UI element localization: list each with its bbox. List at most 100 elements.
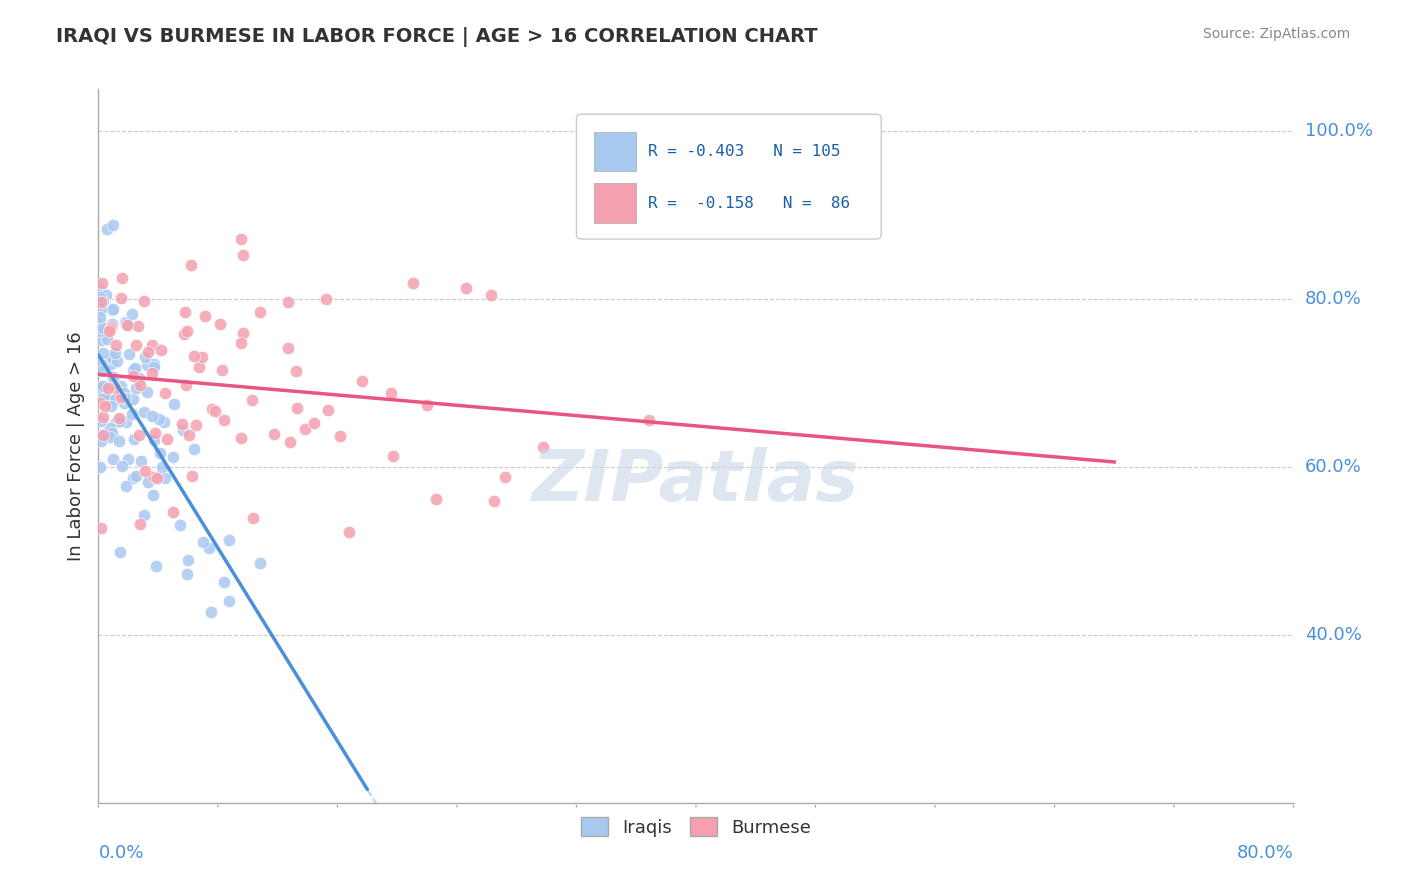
Point: [89, 380, 111, 394]
Point: [136, 344, 159, 359]
Point: [110, 390, 132, 404]
Point: [89, 460, 111, 475]
Point: [121, 307, 143, 321]
Point: [456, 281, 478, 295]
Point: [533, 440, 555, 454]
Point: [150, 460, 173, 475]
Point: [89, 310, 111, 324]
Point: [232, 248, 254, 262]
Point: [101, 301, 124, 316]
Point: [89, 290, 111, 304]
Point: [101, 451, 124, 466]
Point: [90, 414, 112, 428]
Text: 0.0%: 0.0%: [98, 845, 143, 863]
Point: [101, 317, 124, 331]
Point: [278, 434, 301, 449]
Point: [211, 363, 233, 377]
Point: [94, 381, 117, 395]
Point: [155, 386, 177, 401]
Point: [108, 414, 131, 428]
Point: [104, 346, 127, 360]
Point: [177, 553, 200, 567]
Point: [150, 343, 173, 358]
Point: [100, 320, 122, 334]
Point: [125, 338, 148, 352]
Point: [89, 316, 111, 330]
Point: [190, 350, 212, 364]
Point: [111, 459, 134, 474]
Point: [117, 318, 139, 333]
Point: [285, 401, 308, 415]
Point: [380, 386, 402, 401]
Point: [91, 294, 114, 309]
Point: [134, 405, 156, 419]
Point: [122, 471, 145, 485]
Point: [494, 470, 516, 484]
Point: [105, 353, 128, 368]
Point: [153, 471, 176, 485]
Point: [141, 366, 163, 380]
Point: [263, 427, 285, 442]
Point: [101, 425, 124, 440]
Point: [134, 508, 156, 523]
Point: [162, 450, 184, 465]
Point: [134, 464, 156, 478]
Point: [184, 418, 207, 433]
Point: [142, 357, 165, 371]
Point: [117, 318, 139, 333]
Point: [200, 605, 222, 619]
Text: 100.0%: 100.0%: [1305, 122, 1372, 140]
Point: [121, 363, 143, 377]
Bar: [595, 184, 637, 223]
Point: [114, 315, 136, 329]
Point: [177, 427, 200, 442]
Point: [162, 397, 184, 411]
Text: 60.0%: 60.0%: [1305, 458, 1361, 476]
Point: [145, 471, 167, 485]
Point: [121, 408, 143, 422]
Point: [90, 363, 112, 377]
Point: [316, 402, 339, 417]
Point: [91, 276, 114, 290]
Point: [188, 359, 211, 374]
Point: [169, 517, 191, 532]
Point: [100, 351, 122, 365]
Point: [115, 416, 138, 430]
Point: [91, 410, 114, 425]
Text: R = -0.403   N = 105: R = -0.403 N = 105: [648, 145, 841, 160]
Point: [425, 492, 447, 507]
Point: [232, 326, 254, 340]
Text: R =  -0.158   N =  86: R = -0.158 N = 86: [648, 196, 851, 211]
Point: [112, 395, 135, 409]
Point: [229, 232, 252, 246]
Point: [121, 368, 143, 383]
Point: [141, 337, 163, 351]
Point: [105, 338, 128, 352]
Point: [131, 453, 153, 467]
Point: [229, 335, 252, 350]
Point: [104, 380, 127, 394]
Point: [98, 324, 121, 338]
Point: [108, 434, 131, 448]
Point: [277, 295, 299, 310]
Point: [249, 556, 271, 570]
Point: [101, 219, 124, 233]
Point: [304, 416, 326, 430]
Point: [204, 404, 226, 418]
Point: [91, 320, 114, 334]
Point: [294, 421, 316, 435]
Point: [125, 468, 148, 483]
Point: [153, 416, 176, 430]
Text: IRAQI VS BURMESE IN LABOR FORCE | AGE > 16 CORRELATION CHART: IRAQI VS BURMESE IN LABOR FORCE | AGE > …: [56, 27, 818, 46]
Point: [98, 322, 121, 336]
Point: [89, 396, 111, 410]
Legend: Iraqis, Burmese: Iraqis, Burmese: [574, 810, 818, 844]
Point: [142, 360, 165, 375]
Point: [89, 324, 111, 338]
Point: [97, 382, 120, 396]
Point: [638, 413, 661, 427]
Point: [136, 384, 159, 399]
Point: [329, 429, 352, 443]
Point: [110, 291, 132, 305]
Point: [100, 357, 122, 371]
